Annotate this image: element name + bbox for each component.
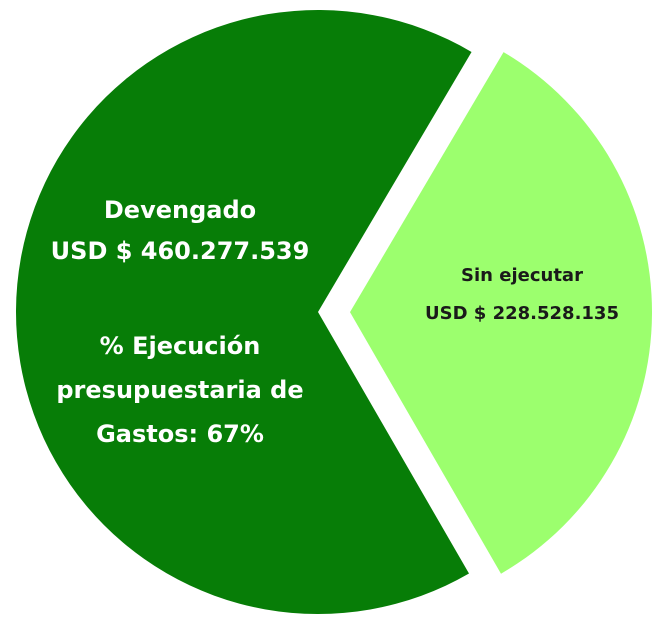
slice-label: Sin ejecutar — [461, 265, 583, 286]
annotation: presupuestaria de — [56, 376, 303, 404]
annotation: % Ejecución — [100, 332, 261, 360]
value-label: USD $ 228.528.135 — [425, 303, 619, 324]
pie-slice — [16, 9, 472, 614]
pie-slice — [349, 52, 652, 574]
annotation: Gastos: 67% — [96, 420, 264, 448]
value-label: USD $ 460.277.539 — [51, 237, 310, 265]
slice-label: Devengado — [104, 196, 256, 224]
